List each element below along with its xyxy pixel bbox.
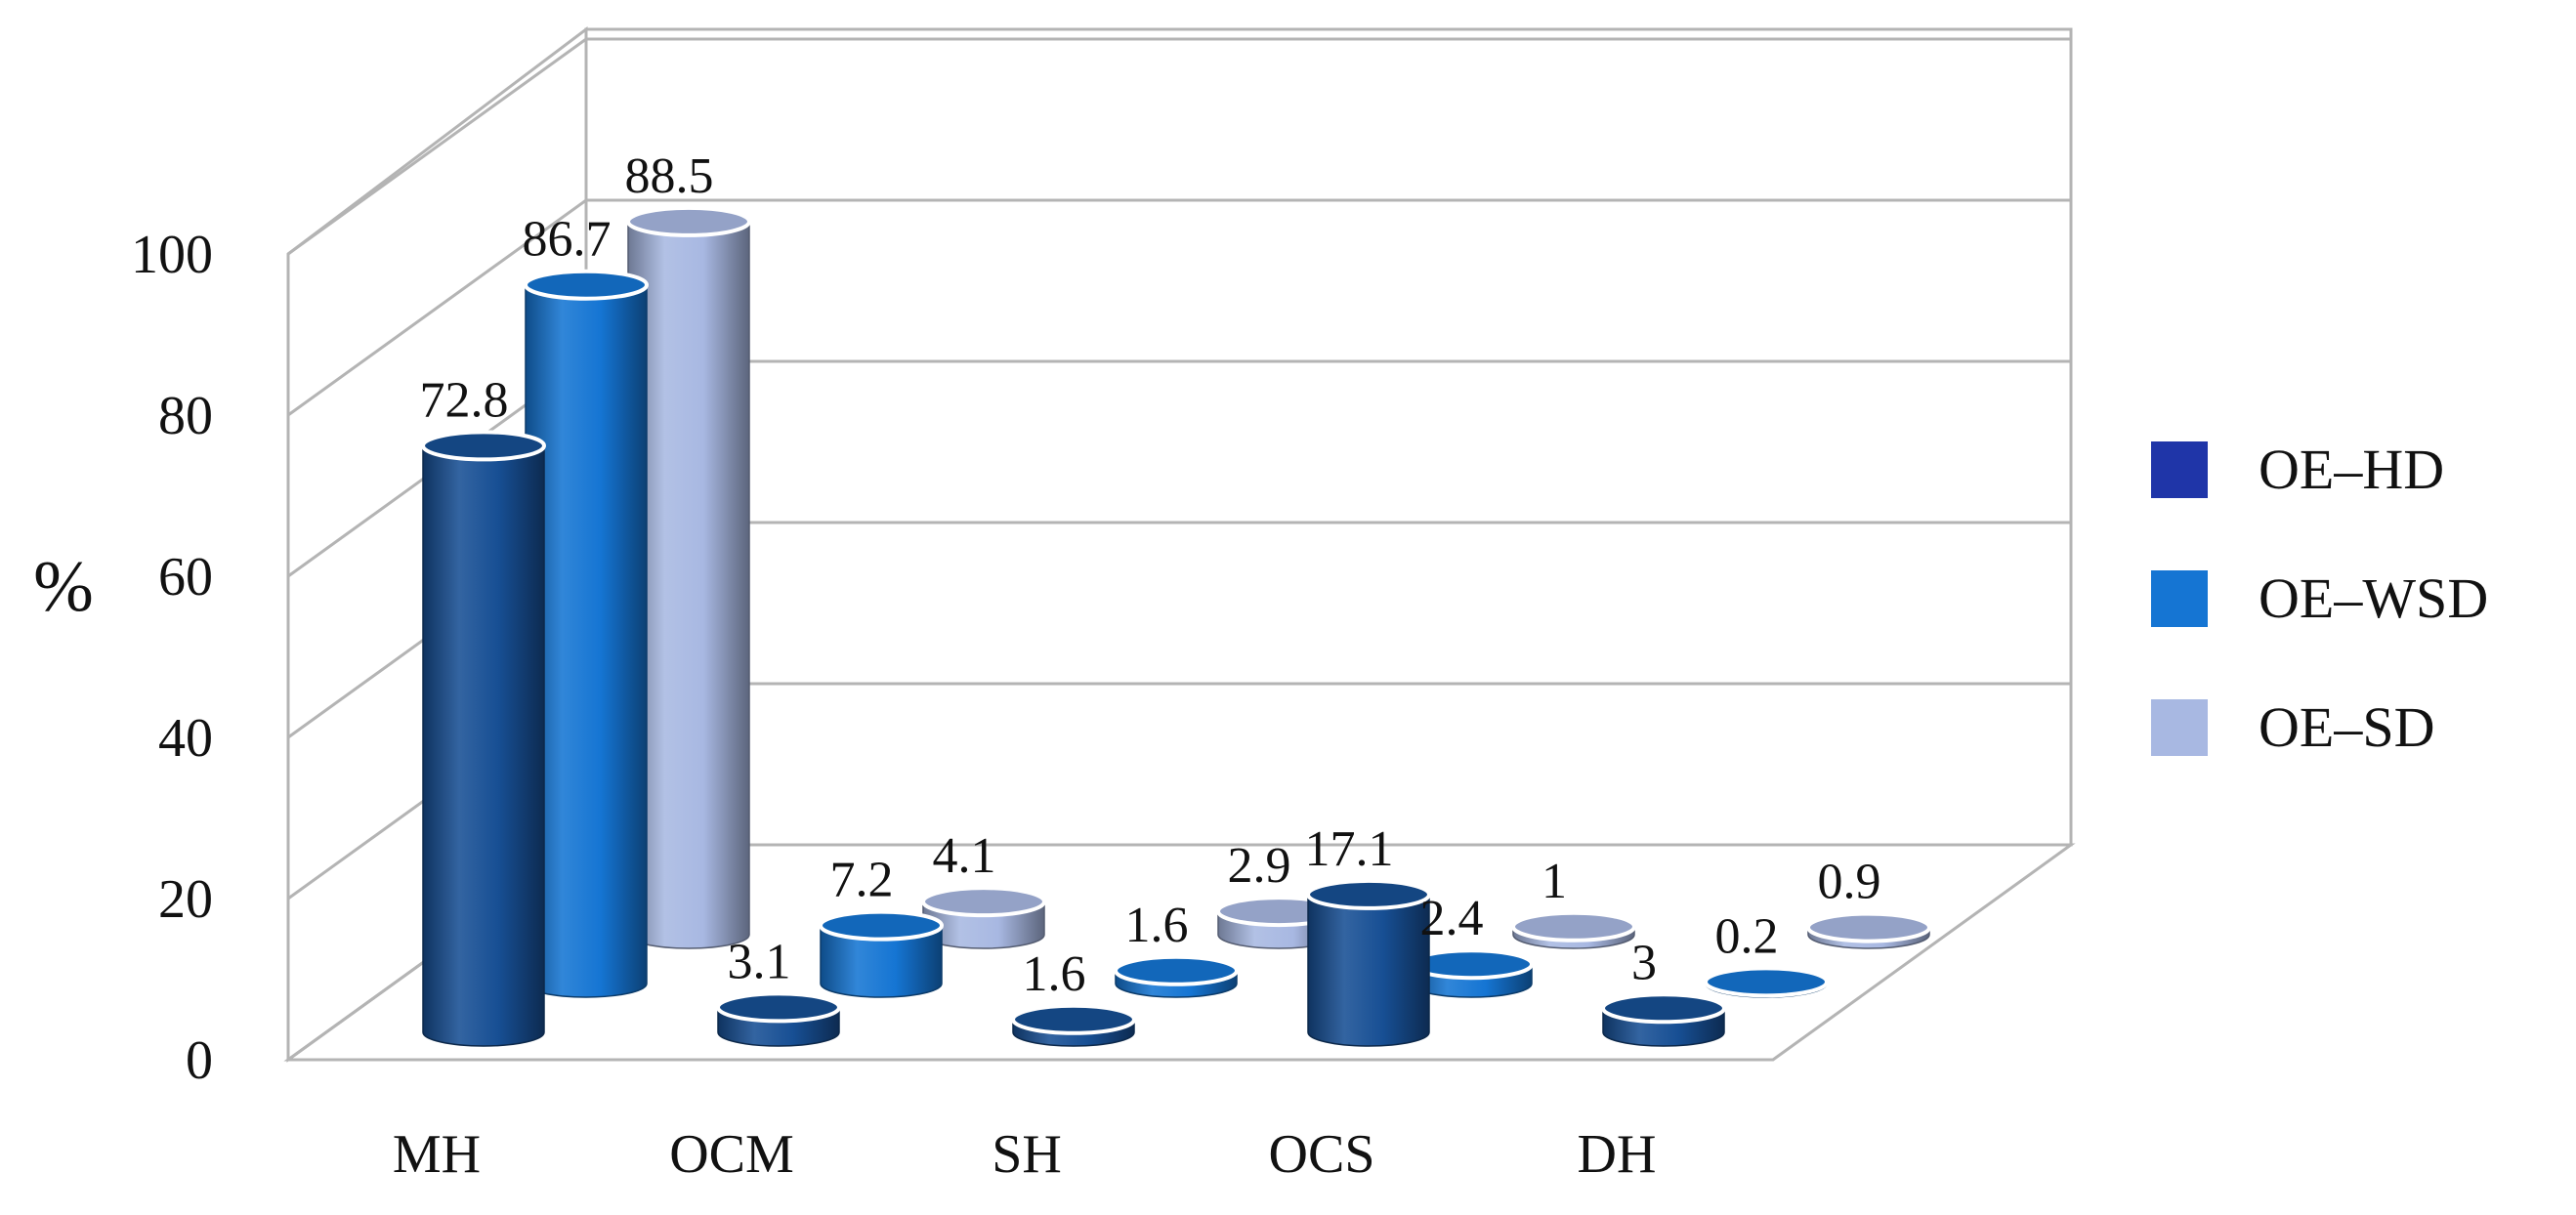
data-label: 86.7 [523, 212, 612, 268]
data-label: 0.2 [1715, 908, 1779, 964]
legend-swatch [2151, 699, 2208, 756]
x-tick-label: SH [992, 1124, 1062, 1185]
data-label: 72.8 [420, 372, 509, 428]
bar [819, 909, 944, 998]
bar-body [422, 444, 545, 1047]
legend-label: OE–SD [2259, 695, 2434, 759]
bar-top [1011, 1003, 1136, 1035]
data-label: 7.2 [830, 853, 894, 908]
bar-top [1601, 992, 1726, 1025]
bar [1511, 910, 1636, 949]
bar-top [1114, 954, 1239, 986]
data-label: 3.1 [728, 934, 791, 989]
bar [626, 205, 751, 949]
legend-swatch [2151, 570, 2208, 627]
bar-top [1806, 911, 1931, 943]
legend-label: OE–HD [2259, 438, 2444, 501]
data-label: 1.6 [1023, 946, 1086, 1002]
legend-item: OE–HD [2151, 438, 2444, 501]
bar [1306, 878, 1431, 1047]
bar [716, 991, 841, 1047]
x-tick-label: DH [1578, 1124, 1657, 1185]
y-tick-label: 20 [158, 869, 213, 930]
gridline [287, 37, 2071, 256]
bar-top [524, 269, 649, 301]
y-tick-label: 0 [186, 1030, 213, 1091]
y-tick-label: 80 [158, 386, 213, 446]
data-label: 4.1 [933, 828, 996, 884]
legend-item: OE–SD [2151, 695, 2434, 759]
bar-top [1511, 910, 1636, 943]
bar [921, 886, 1046, 949]
x-tick-label: OCS [1269, 1124, 1375, 1185]
bar [1806, 911, 1931, 949]
gridline [287, 198, 2071, 417]
bar [1601, 992, 1726, 1047]
bar-top [921, 886, 1046, 918]
bar [421, 430, 546, 1047]
data-label: 17.1 [1305, 821, 1394, 877]
data-label: 1.6 [1125, 898, 1189, 953]
bar-top [1704, 966, 1829, 998]
y-tick-label: 100 [131, 225, 213, 285]
data-label: 2.9 [1228, 838, 1291, 894]
bar-body [820, 924, 943, 998]
bar-top [421, 430, 546, 462]
data-label: 3 [1631, 935, 1657, 990]
y-tick-label: 60 [158, 547, 213, 608]
bar-top [716, 991, 841, 1024]
back-wall [584, 27, 2073, 847]
legend-label: OE–WSD [2259, 566, 2488, 630]
bar [1011, 1003, 1136, 1047]
bar-top [819, 909, 944, 942]
x-tick-label: OCM [669, 1124, 794, 1185]
y-axis-title: % [33, 547, 94, 627]
x-axis-ticks: MH OCM SH OCS DH [393, 1124, 1657, 1185]
y-axis-ticks: 0 20 40 60 80 100 [131, 225, 213, 1091]
bar [1704, 966, 1829, 998]
bar-top [1306, 878, 1431, 910]
bar [1409, 948, 1534, 998]
data-label: 88.5 [625, 148, 714, 204]
legend-item: OE–WSD [2151, 566, 2488, 630]
legend-swatch [2151, 441, 2208, 498]
y-tick-label: 40 [158, 708, 213, 769]
bar [1114, 954, 1239, 998]
data-label: 1 [1541, 854, 1567, 909]
bar-top [626, 205, 751, 237]
legend: OE–HD OE–WSD OE–SD [2151, 438, 2488, 759]
bar-body [1307, 894, 1430, 1047]
bars [421, 205, 1931, 1047]
x-tick-label: MH [393, 1124, 481, 1185]
data-label: 0.9 [1818, 855, 1881, 910]
data-labels: 88.5 4.1 2.9 1 0.9 86.7 7.2 1.6 2.4 0.2 72.8 3.1 1.6… [420, 148, 1881, 1002]
bar [524, 269, 649, 998]
data-label: 2.4 [1420, 891, 1484, 946]
